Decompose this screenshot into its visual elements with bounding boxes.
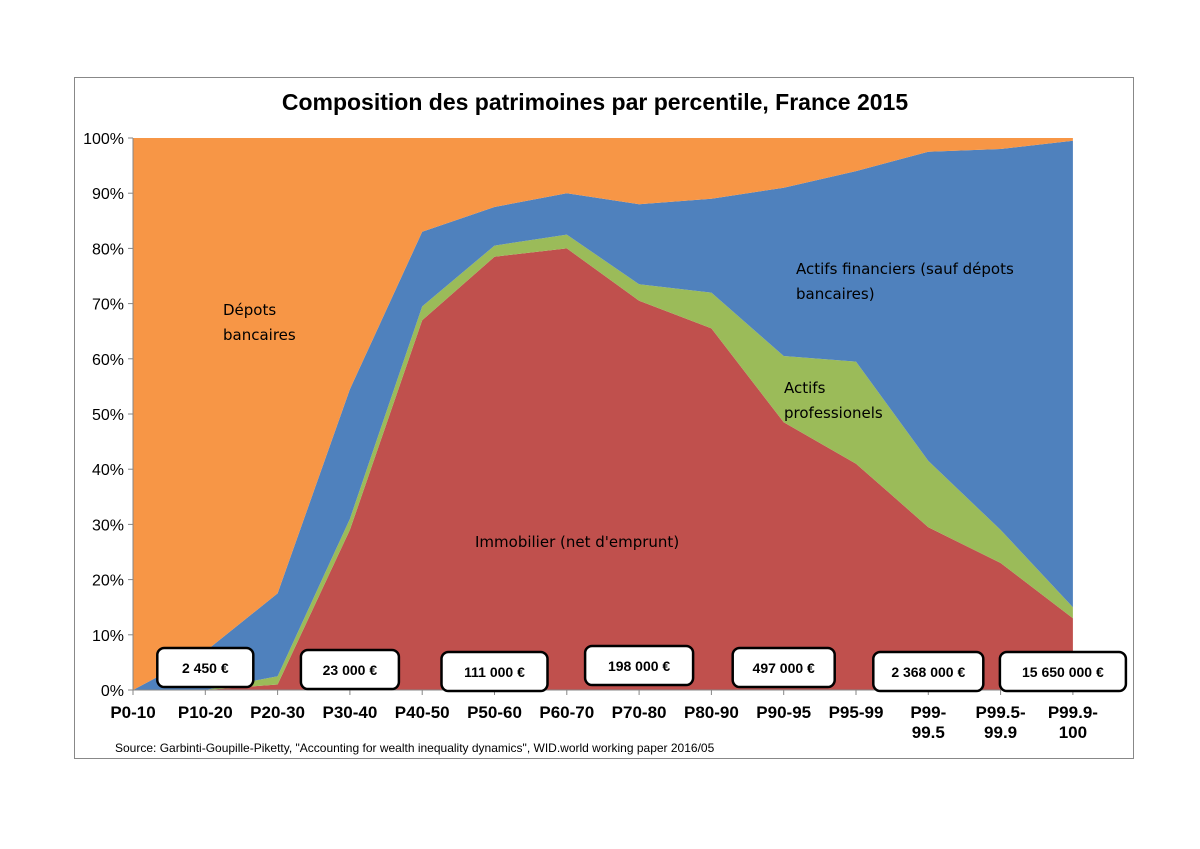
y-tick-label: 70% <box>92 297 124 314</box>
wealth-box-p30-40: 23 000 € <box>299 648 401 691</box>
annotation-depots: Dépots bancaires <box>223 301 296 344</box>
wealth-box-value: 2 368 000 € <box>891 664 965 680</box>
y-tick-label: 50% <box>92 407 124 424</box>
y-tick-label: 90% <box>92 186 124 203</box>
y-tick-label: 80% <box>92 241 124 258</box>
x-tick-label: P90-95 <box>756 703 811 722</box>
y-tick-label: 100% <box>83 131 124 148</box>
wealth-box-frame <box>156 646 255 689</box>
x-tick-label: P30-40 <box>322 703 377 722</box>
wealth-box-frame <box>440 650 549 693</box>
wealth-box-value: 111 000 € <box>464 664 525 680</box>
wealth-box-frame <box>299 648 401 691</box>
area-immobilier-net-d-emprunt <box>133 248 1073 690</box>
y-tick-label: 20% <box>92 573 124 590</box>
area-chart: Composition des patrimoines par percenti… <box>83 89 1128 755</box>
wealth-box-p99-99-5: 2 368 000 € <box>872 650 985 693</box>
area-actifs-financiers-sauf-depots-bancaires <box>133 140 1073 691</box>
y-tick-label: 30% <box>92 517 124 534</box>
wealth-box-value: 198 000 € <box>608 658 670 674</box>
wealth-box-value: 15 650 000 € <box>1022 664 1104 680</box>
area-depots-bancaires <box>133 138 1073 690</box>
x-tick-label: P80-90 <box>684 703 739 722</box>
wealth-box-frame <box>872 650 985 693</box>
x-tick-label: P70-80 <box>612 703 667 722</box>
chart-frame: Composition des patrimoines par percenti… <box>74 77 1134 759</box>
y-tick-label: 60% <box>92 352 124 369</box>
chart-title: Composition des patrimoines par percenti… <box>282 89 909 115</box>
x-tick-label: P0-10 <box>110 703 155 722</box>
area-actifs-professionels <box>133 234 1073 690</box>
wealth-box-value: 497 000 € <box>753 660 815 676</box>
wealth-box-p50-60: 111 000 € <box>440 650 549 693</box>
wealth-box-p70-80: 198 000 € <box>583 644 695 687</box>
x-tick-label: P40-50 <box>395 703 450 722</box>
y-tick-label: 10% <box>92 628 124 645</box>
x-tick-label: P10-20 <box>178 703 233 722</box>
wealth-box-p99-9-100: 15 650 000 € <box>998 650 1128 693</box>
x-tick-label: P60-70 <box>539 703 594 722</box>
x-tick-label: P20-30 <box>250 703 305 722</box>
y-tick-label: 0% <box>101 683 124 700</box>
annotation-actifs: Actifs professionels <box>784 379 883 422</box>
x-tick-label: P50-60 <box>467 703 522 722</box>
wealth-box-frame <box>583 644 695 687</box>
annotation-actifs-financiers-sauf-depots: Actifs financiers (sauf dépots bancaires) <box>796 260 1014 303</box>
x-tick-label: P95-99 <box>829 703 884 722</box>
x-tick-label: P99-99.5 <box>910 703 946 742</box>
wealth-box-frame <box>731 646 836 689</box>
wealth-box-value: 2 450 € <box>182 660 229 676</box>
x-tick-label: P99.9-100 <box>1048 703 1098 742</box>
wealth-box-value: 23 000 € <box>323 662 378 678</box>
source-note: Source: Garbinti-Goupille-Piketty, "Acco… <box>115 741 715 755</box>
x-tick-label: P99.5-99.9 <box>976 703 1026 742</box>
y-tick-label: 40% <box>92 462 124 479</box>
annotation-immobilier-net-d-emprunt: Immobilier (net d'emprunt) <box>475 533 679 551</box>
wealth-box-frame <box>998 650 1128 693</box>
wealth-box-p90-95: 497 000 € <box>731 646 836 689</box>
wealth-box-p10-20: 2 450 € <box>156 646 255 689</box>
